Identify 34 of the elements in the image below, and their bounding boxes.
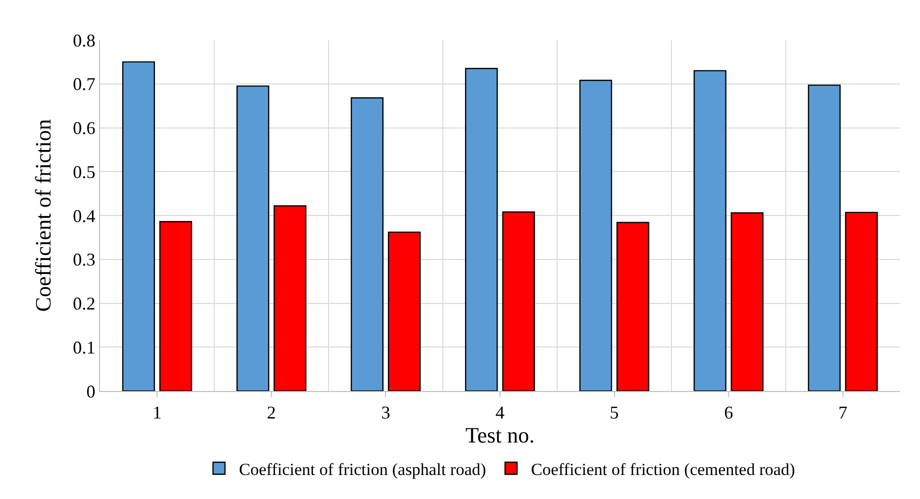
y-tick-label: 0 <box>86 381 96 402</box>
bar <box>274 205 306 391</box>
x-tick-label: 6 <box>724 402 734 423</box>
bar <box>694 70 726 391</box>
bar <box>502 211 535 391</box>
y-tick-label: 0.3 <box>72 250 96 270</box>
bar <box>388 232 421 391</box>
x-tick-label: 1 <box>152 402 162 423</box>
bar <box>845 212 878 391</box>
bar <box>616 222 650 391</box>
bar <box>808 84 841 391</box>
y-tick-label: 0.2 <box>72 294 96 314</box>
legend-label: Coefficient of friction (asphalt road) <box>239 460 486 479</box>
x-axis-title: Test no. <box>465 422 535 448</box>
bar <box>122 61 155 391</box>
x-tick-label: 5 <box>610 402 619 423</box>
x-tick-label: 3 <box>381 402 390 423</box>
bar <box>730 212 764 391</box>
bar <box>350 97 384 391</box>
bar <box>579 80 612 391</box>
y-tick-label: 0.4 <box>72 206 96 226</box>
y-axis-title: Coefficient of friction <box>30 119 56 312</box>
bar <box>465 68 498 391</box>
y-tick-label: 0.1 <box>72 337 96 358</box>
y-tick-label: 0.5 <box>72 162 96 182</box>
x-tick-label: 4 <box>496 402 504 423</box>
legend-label: Coefficient of friction (cemented road) <box>531 460 796 479</box>
x-tick-label: 7 <box>838 402 848 423</box>
bar <box>159 221 192 391</box>
y-tick-label: 0.7 <box>72 74 96 94</box>
y-tick-label: 0.8 <box>72 30 96 50</box>
y-tick-label: 0.6 <box>72 118 96 138</box>
x-tick-label: 2 <box>266 402 276 423</box>
bar <box>236 85 270 391</box>
